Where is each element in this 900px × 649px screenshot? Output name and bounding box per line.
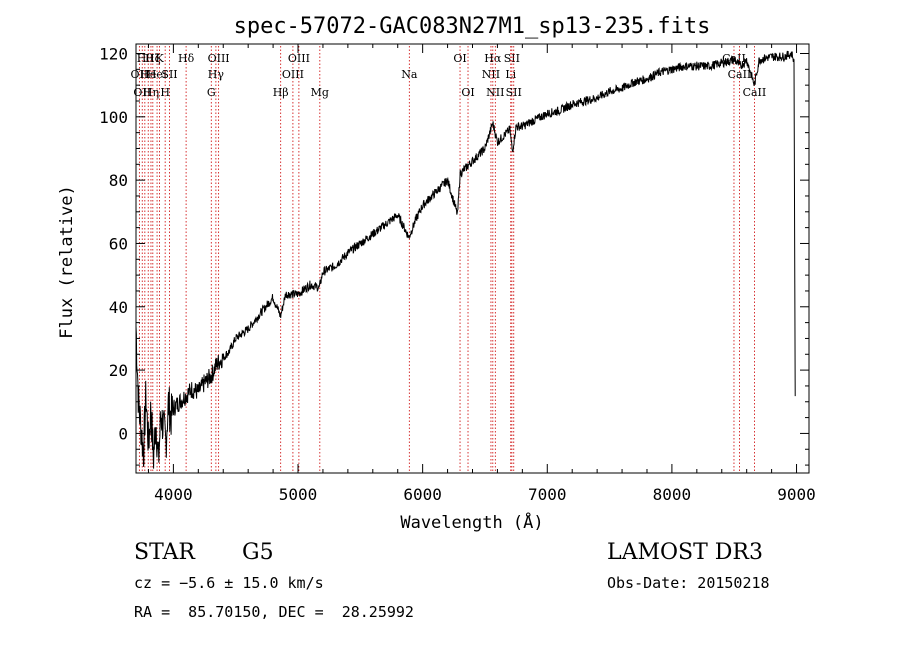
x-axis-label: Wavelength (Å) (400, 511, 543, 533)
y-tick-label: 120 (99, 44, 128, 63)
y-tick-label: 100 (99, 108, 128, 127)
y-tick-label: 0 (118, 424, 128, 443)
line-marker-label: Li (505, 68, 516, 81)
x-tick-label: 9000 (777, 485, 816, 504)
line-marker-label: CaII (743, 86, 767, 99)
coordinates: RA = 85.70150, DEC = 28.25992 (134, 603, 414, 621)
y-tick-label: 20 (109, 361, 128, 380)
line-marker-label: OIII (282, 68, 304, 81)
line-marker-label: NII (482, 68, 500, 81)
subclass: G5 (242, 540, 274, 565)
x-tick-label: 4000 (154, 485, 193, 504)
line-marker-label: OIII (208, 52, 230, 65)
x-tick-label: 7000 (528, 485, 567, 504)
object-class: STAR (134, 540, 195, 565)
line-marker-label: Hβ (273, 86, 289, 99)
x-tick-label: 5000 (279, 485, 318, 504)
x-axis: 4000 5000 6000 7000 8000 9000 (147, 44, 816, 504)
line-marker-label: Mg (311, 86, 329, 99)
x-tick-label: 8000 (653, 485, 692, 504)
y-axis: 0 20 40 60 80 100 120 (99, 44, 809, 466)
line-marker-label: Hα (484, 52, 502, 65)
line-marker-label: NII (486, 86, 504, 99)
line-marker-label: OIII (288, 52, 310, 65)
line-marker-label: G (207, 86, 216, 99)
chart-title: spec-57072-GAC083N27M1_sp13-235.fits (234, 14, 711, 39)
line-marker-label: OI (461, 86, 474, 99)
y-tick-label: 60 (109, 234, 128, 253)
line-marker-label: Hδ (178, 52, 195, 65)
line-marker-label: He (140, 68, 156, 81)
y-axis-label: Flux (relative) (57, 185, 77, 339)
y-tick-label: 80 (109, 171, 128, 190)
line-marker-label: K (155, 52, 164, 65)
line-marker-label: Hη (143, 86, 159, 99)
line-marker-label: OI (453, 52, 466, 65)
line-marker-label: Hζ (145, 52, 161, 65)
line-marker-label: H (160, 86, 170, 99)
line-marker-label: SII (504, 52, 520, 65)
line-marker-label: Hγ (208, 68, 225, 81)
series-line (135, 50, 796, 469)
line-marker-label: SII (506, 86, 522, 99)
line-marker-label: SII (161, 68, 177, 81)
line-marker-label: Na (401, 68, 418, 81)
redshift-value: cz = −5.6 ± 15.0 km/s (134, 574, 324, 592)
line-marker-label: Hθ (137, 52, 154, 65)
line-markers: OIIOIIHθHeHηHζHeIKHSIIHδGHγOIIIHβOIIIOII… (131, 46, 767, 472)
plot-frame (135, 43, 810, 474)
line-marker-label: OII (131, 68, 149, 81)
x-tick-label: 6000 (403, 485, 442, 504)
obs-date: Obs-Date: 20150218 (607, 574, 770, 592)
survey-name: LAMOST DR3 (607, 540, 763, 565)
line-marker-label: CaII (728, 68, 752, 81)
line-marker-label: HeI (147, 68, 167, 81)
line-marker-label: OII (133, 86, 151, 99)
y-tick-label: 40 (109, 298, 128, 317)
